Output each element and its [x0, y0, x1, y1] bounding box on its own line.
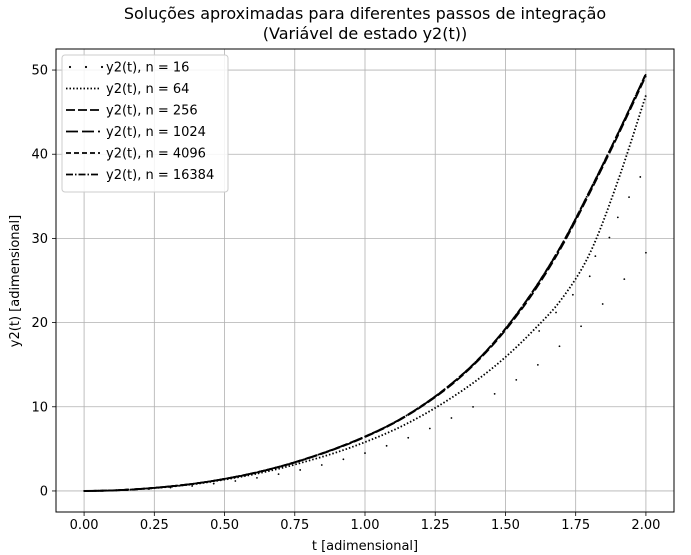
legend-entry: y2(t), n = 1024: [66, 125, 206, 140]
series-line-1: [84, 95, 647, 492]
x-tick-label: 0.25: [140, 518, 169, 533]
legend-entry: y2(t), n = 16: [68, 61, 189, 76]
series-n16-point: [588, 275, 591, 278]
legend-label: y2(t), n = 4096: [106, 147, 206, 162]
series-n16-point: [407, 436, 410, 439]
series-n16-point: [594, 255, 597, 257]
y-tick-label: 20: [31, 316, 48, 331]
x-tick-label: 0.75: [280, 518, 309, 533]
series-n16-point: [320, 464, 323, 466]
series-n16-point: [555, 311, 557, 314]
legend-label: y2(t), n = 1024: [106, 125, 206, 140]
legend-entry: y2(t), n = 256: [66, 104, 198, 119]
series-n16-point: [616, 216, 619, 219]
y-axis-ticks: 0 10 20 30 40 50: [31, 64, 56, 499]
series-n16-point: [536, 363, 539, 366]
series-n16-point: [571, 293, 574, 296]
legend-swatch-dot: [68, 65, 72, 69]
x-tick-label: 1.25: [421, 518, 450, 533]
chart-title: Soluções aproximadas para diferentes pas…: [124, 4, 606, 23]
series-n16-point: [191, 485, 194, 487]
series-n16-point: [628, 196, 630, 199]
x-tick-label: 1.75: [561, 518, 590, 533]
series-n16-point: [428, 427, 431, 430]
x-tick-label: 0.50: [210, 518, 239, 533]
y-tick-label: 10: [31, 400, 48, 415]
series-n16-point: [608, 236, 611, 239]
series-n16-point: [623, 278, 626, 281]
x-axis-label: t [adimensional]: [312, 539, 418, 554]
series-n16-point: [256, 476, 258, 479]
legend-entry: y2(t), n = 64: [66, 82, 189, 97]
legend-label: y2(t), n = 16384: [106, 168, 214, 183]
series-n16-point: [639, 176, 642, 178]
legend-frame: [61, 54, 229, 193]
series-n16-point: [645, 251, 647, 254]
series-n16-point: [580, 325, 582, 328]
series-n16-point: [601, 303, 604, 305]
series-n16-point: [515, 379, 518, 381]
series-n16-point: [212, 482, 215, 485]
series-n16-point: [277, 473, 280, 475]
chart-subtitle: (Variável de estado y2(t)): [263, 24, 467, 43]
y-tick-label: 50: [31, 64, 48, 79]
series-n16-point: [450, 417, 453, 419]
series-n16-point: [538, 330, 541, 332]
series-n16-point: [364, 452, 366, 454]
legend-entry: y2(t), n = 4096: [66, 147, 206, 162]
legend-swatch-dot: [100, 65, 104, 69]
legend-label: y2(t), n = 64: [106, 82, 189, 97]
data-series-layer: [83, 73, 647, 492]
series-n16-point: [558, 345, 561, 348]
series-n16-point: [299, 469, 302, 471]
legend-label: y2(t), n = 256: [106, 104, 198, 119]
x-tick-label: 1.50: [491, 518, 520, 533]
series-n16-point: [472, 405, 474, 408]
legend-swatch-dot: [84, 65, 88, 69]
legend-entry: y2(t), n = 16384: [66, 168, 214, 183]
series-line-5: [84, 73, 647, 492]
series-n16-point: [234, 480, 237, 482]
x-tick-label: 2.00: [631, 518, 660, 533]
legend-label: y2(t), n = 16: [106, 61, 189, 76]
y-tick-label: 40: [31, 148, 48, 163]
x-tick-label: 0.00: [70, 518, 99, 533]
x-axis-ticks: 0.00 0.25 0.50 0.75 1.00 1.25 1.50 1.75 2.00: [70, 512, 660, 533]
y-axis-label: y2(t) [adimensional]: [8, 215, 23, 347]
legend: y2(t), n = 16 y2(t), n = 64 y2(t), n = 256…: [61, 54, 229, 193]
series-n16-point: [385, 444, 388, 447]
series-n16-point: [342, 458, 345, 461]
series-n16-point: [493, 392, 496, 395]
x-tick-label: 1.00: [351, 518, 380, 533]
y-tick-label: 0: [40, 484, 48, 499]
y-tick-label: 30: [31, 232, 48, 247]
